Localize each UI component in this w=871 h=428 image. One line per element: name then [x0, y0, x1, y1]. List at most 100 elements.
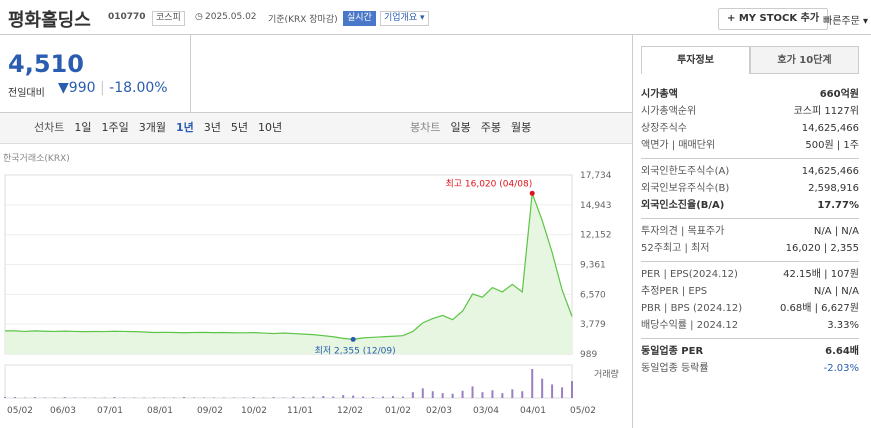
chart-toolbar: 선차트 1일 1주일 3개월 1년 3년 5년 10년 봉차트 일봉 주봉 월봉	[0, 112, 632, 144]
volume-bar	[481, 392, 484, 398]
candle-button[interactable]: 주봉	[480, 121, 502, 134]
market-tag: 코스피	[152, 11, 185, 26]
date: 2025.05.02	[205, 12, 257, 22]
info-value: N/A | N/A	[813, 286, 859, 297]
period-button[interactable]: 3개월	[138, 121, 166, 134]
volume-bar	[561, 387, 564, 398]
info-label: 배당수익률 | 2024.12	[641, 320, 739, 331]
x-tick-label: 05/02	[570, 406, 596, 416]
info-section: 동일업종 PER 6.64배 동일업종 등락률 -2.03%	[641, 339, 859, 381]
volume-bar	[183, 397, 186, 398]
info-label: 52주최고 | 최저	[641, 243, 710, 254]
info-row: 투자의견 | 목표주가 N/A | N/A	[641, 223, 859, 240]
info-row: 액면가 | 매매단위 500원 | 1주	[641, 137, 859, 154]
info-value: 16,020 | 2,355	[785, 243, 859, 254]
period-button[interactable]: 10년	[258, 121, 283, 134]
my-stock-button[interactable]: + MY STOCK 추가	[718, 8, 829, 30]
info-value: 500원 | 1주	[805, 140, 859, 151]
info-value: 2,598,916	[808, 183, 859, 194]
volume-bar	[421, 388, 424, 398]
tab[interactable]: 투자정보	[641, 46, 750, 74]
y-tick-label: 6,570	[580, 290, 606, 300]
info-row: PER | EPS(2024.12) 42.15배 | 107원	[641, 266, 859, 283]
period-button[interactable]: 5년	[230, 121, 249, 134]
volume-bar	[33, 397, 36, 398]
date-icon: ◷	[195, 12, 203, 22]
volume-bar	[551, 384, 554, 398]
info-label: 시가총액순위	[641, 106, 697, 117]
info-label: 추정PER | EPS	[641, 286, 708, 297]
y-tick-label: 12,152	[580, 231, 612, 241]
volume-bar	[391, 396, 394, 398]
info-label: 동일업종 PER	[641, 346, 704, 357]
overview-label: 기업개요	[384, 13, 418, 23]
price-chart: 17,734 14,943 12,152 9,361 6,570 3,779 989 최고 1…	[4, 171, 619, 416]
change-rate: -18.00%	[109, 80, 168, 96]
period-button[interactable]: 1주일	[101, 121, 129, 134]
x-tick-label: 07/01	[97, 406, 123, 416]
quick-order-button[interactable]: 빠른주문 ▾	[823, 16, 869, 27]
change: ▼990 | -18.00%	[58, 80, 168, 96]
x-tick-label: 08/01	[147, 406, 173, 416]
candle-button[interactable]: 월봉	[511, 121, 532, 134]
change-value: 990	[68, 80, 96, 96]
volume-bar	[491, 390, 494, 398]
volume-bar	[362, 396, 365, 398]
info-value: -2.03%	[823, 363, 859, 374]
period-button[interactable]: 3년	[203, 121, 221, 134]
volume-bar	[302, 397, 305, 398]
info-label: 시가총액	[641, 89, 678, 100]
x-tick-label: 04/01	[520, 406, 546, 416]
info-row: 상장주식수 14,625,466	[641, 120, 859, 137]
info-value: 코스피 1127위	[793, 106, 859, 117]
tab[interactable]: 호가 10단계	[750, 46, 859, 74]
x-tick-label: 02/03	[426, 406, 452, 416]
x-tick-label: 09/02	[197, 406, 223, 416]
price-area	[5, 193, 572, 354]
low-label: 최저 2,355 (12/09)	[315, 345, 396, 356]
period-button[interactable]: 1년	[176, 121, 194, 134]
x-tick-label: 11/01	[287, 406, 313, 416]
volume-bar	[342, 395, 345, 398]
info-value: N/A | N/A	[813, 226, 859, 237]
volume-bar	[471, 386, 474, 398]
volume-bar	[332, 396, 335, 398]
y-tick-label: 3,779	[580, 320, 606, 330]
volume-bar	[571, 381, 573, 398]
volume-frame	[4, 364, 573, 399]
volume-bar	[272, 397, 275, 398]
volume-bar	[13, 397, 16, 398]
info-value: 660억원	[819, 89, 859, 100]
candle-button[interactable]: 일봉	[450, 121, 471, 134]
change-label: 전일대비	[8, 88, 45, 99]
info-row: 동일업종 PER 6.64배	[641, 343, 859, 360]
info-row: 배당수익률 | 2024.12 3.33%	[641, 317, 859, 334]
info-row: 시가총액 660억원	[641, 86, 859, 103]
info-section: 투자의견 | 목표주가 N/A | N/A 52주최고 | 최저 16,020 | 2…	[641, 219, 859, 262]
volume-bar	[352, 395, 355, 398]
overview-button[interactable]: 기업개요 ▾	[380, 11, 429, 26]
info-row: 추정PER | EPS N/A | N/A	[641, 283, 859, 300]
volume-bar	[451, 393, 454, 398]
y-tick-label: 989	[580, 350, 597, 360]
volume-bar	[531, 369, 534, 398]
x-tick-label: 10/02	[241, 406, 267, 416]
x-tick-label: 06/03	[50, 406, 76, 416]
y-tick-label: 14,943	[580, 201, 612, 211]
x-tick-label: 12/02	[337, 406, 363, 416]
volume-bar	[312, 396, 315, 398]
realtime-button[interactable]: 실시간	[343, 11, 376, 26]
high-marker	[529, 190, 535, 196]
candle-chart-label: 봉차트	[410, 121, 441, 134]
x-tick-label: 05/02	[7, 406, 33, 416]
y-tick-label: 17,734	[580, 171, 612, 181]
info-label: 액면가 | 매매단위	[641, 140, 716, 151]
info-row: 시가총액순위 코스피 1127위	[641, 103, 859, 120]
volume-bar	[511, 389, 514, 398]
period-button[interactable]: 1일	[74, 121, 92, 134]
volume-bar	[252, 397, 255, 398]
x-tick-label: 03/04	[473, 406, 499, 416]
